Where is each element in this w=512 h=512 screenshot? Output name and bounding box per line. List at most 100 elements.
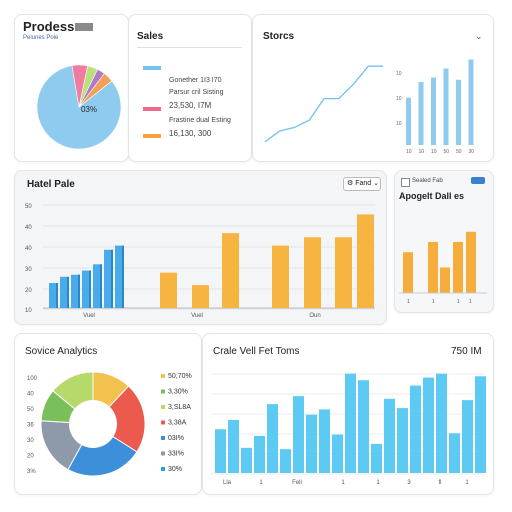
progress-pie: 03%: [36, 64, 122, 150]
main-orange-bar: [192, 285, 209, 308]
legend-swatch: [161, 389, 165, 394]
sales-legend-label: Frastine dual Esting: [169, 117, 231, 124]
sales-legend-swatch: [143, 107, 161, 111]
forecast-x-label: fl: [439, 480, 442, 486]
main-blue-bar: [104, 249, 113, 308]
main-orange-bar: [222, 233, 239, 308]
forecast-card: Crale Vell Fet Toms 750 IM Lla 1 Fell 1 1 3 fl…: [202, 333, 494, 495]
side-bar: [466, 231, 476, 293]
forecast-x-label: 1: [341, 480, 345, 486]
stocks-bar: [418, 82, 424, 145]
sales-legend-label: Parsur cril Sisting: [169, 89, 224, 96]
stocks-bar: [431, 77, 436, 145]
donut-hole: [69, 400, 117, 448]
stocks-bar: [456, 79, 461, 145]
legend-label: 33I%: [168, 451, 184, 458]
stocks-card: Storcs ⌄ 10 10 10 10 10 10 50 50 30: [252, 14, 494, 162]
forecast-x-label: Fell: [292, 480, 302, 486]
stocks-bar: [406, 97, 411, 145]
donut-slice: [92, 385, 146, 453]
analytics-tick: 3%: [27, 469, 36, 475]
sales-legend-value: 23,530, I7M: [169, 101, 212, 110]
sales-divider: [137, 47, 242, 48]
stocks-x-tick: 50: [456, 149, 462, 155]
analytics-tick: 36: [27, 423, 34, 429]
analytics-tick: 20: [27, 454, 34, 460]
legend-label: 50,70%: [168, 373, 192, 380]
forecast-bar: [371, 443, 382, 473]
legend-swatch: [161, 420, 165, 425]
side-bar: [403, 252, 413, 293]
stocks-bar: [443, 68, 449, 145]
stocks-x-tick: 10: [406, 149, 412, 155]
forecast-title: Crale Vell Fet Toms: [213, 346, 300, 357]
main-blue-bar-shade: [67, 276, 69, 308]
forecast-chart: Lla 1 Fell 1 1 3 fl 1: [211, 373, 486, 486]
main-bar-title: Hatel Pale: [27, 179, 75, 190]
x-label: Vuel: [191, 313, 203, 319]
pie-slice: [78, 73, 113, 108]
analytics-title: Sovice Analytics: [25, 346, 98, 357]
main-orange-bar: [272, 245, 289, 308]
legend-swatch: [161, 467, 165, 471]
side-bar-title: Apogelt Dall es: [399, 191, 465, 201]
legend-swatch: [161, 374, 165, 378]
analytics-tick: 50: [27, 407, 34, 413]
main-orange-bar: [335, 237, 352, 308]
sales-card: Sales Gonether 1I3 I70 Parsur cril Sisti…: [128, 14, 252, 162]
forecast-bar: [306, 414, 317, 473]
y-tick: 30: [25, 267, 32, 273]
forecast-x-label: 1: [259, 480, 263, 486]
progress-card: Prodess Pelunes Pole 03%: [14, 14, 129, 162]
progress-title: Prodess: [23, 19, 75, 34]
side-x-label: 1: [407, 299, 410, 305]
side-x-label: 1: [469, 299, 472, 305]
stocks-y-tick: 10: [396, 121, 402, 127]
analytics-chart: 100 40 50 36 30 20 3% 50,70% 3,30% 3,SL8A 3,38A 03…: [27, 371, 192, 477]
main-orange-bar: [304, 237, 321, 308]
forecast-bar: [319, 409, 330, 473]
y-tick: 40: [25, 246, 32, 252]
main-blue-bar: [93, 264, 102, 308]
forecast-bar: [280, 449, 291, 473]
donut-slice: [67, 423, 138, 477]
stocks-title: Storcs: [263, 31, 295, 42]
y-tick: 20: [25, 288, 32, 294]
legend-swatch: [161, 405, 165, 409]
sales-legend-label: Gonether 1I3 I70: [169, 77, 222, 84]
y-tick: 50: [25, 204, 32, 210]
forecast-value: 750 IM: [451, 346, 482, 357]
forecast-bar: [215, 429, 226, 473]
chevron-down-icon[interactable]: ⌄: [475, 31, 483, 41]
forecast-bar: [423, 377, 434, 473]
forecast-bar: [254, 435, 265, 473]
stocks-x-tick: 30: [469, 149, 475, 155]
main-bar-dropdown[interactable]: ⚙ Fand ⌄: [343, 177, 381, 191]
side-x-label: 1: [432, 299, 435, 305]
legend-label: 03I%: [168, 435, 184, 442]
forecast-bar: [241, 447, 252, 473]
legend-swatch: [161, 451, 165, 456]
main-orange-bar: [357, 214, 374, 308]
dropdown-icon: ⚙: [347, 180, 354, 187]
main-blue-bar-shade: [89, 270, 91, 308]
side-toggle[interactable]: [471, 177, 485, 184]
legend-swatch: [161, 436, 165, 440]
progress-pie-label: 03%: [81, 105, 97, 114]
forecast-bar: [410, 385, 421, 473]
main-bar-dropdown-label: Fand: [355, 180, 372, 187]
side-checkbox[interactable]: [401, 178, 410, 187]
analytics-card: Sovice Analytics 100 40 50 36 30 20 3% 50,70% 3…: [14, 333, 202, 495]
y-tick: 40: [25, 225, 32, 231]
stocks-x-tick: 50: [444, 149, 450, 155]
side-bar: [428, 242, 438, 293]
forecast-bar: [228, 420, 239, 473]
side-bar-chart: 1 1 1 1: [399, 231, 487, 305]
x-label: Oun: [309, 313, 320, 319]
main-blue-bar: [60, 276, 69, 308]
stocks-y-tick: 10: [396, 71, 402, 77]
main-blue-bar-shade: [100, 264, 102, 308]
main-blue-bar: [115, 245, 124, 308]
sales-legend-swatch: [143, 134, 161, 138]
main-blue-bar-shade: [78, 274, 80, 308]
